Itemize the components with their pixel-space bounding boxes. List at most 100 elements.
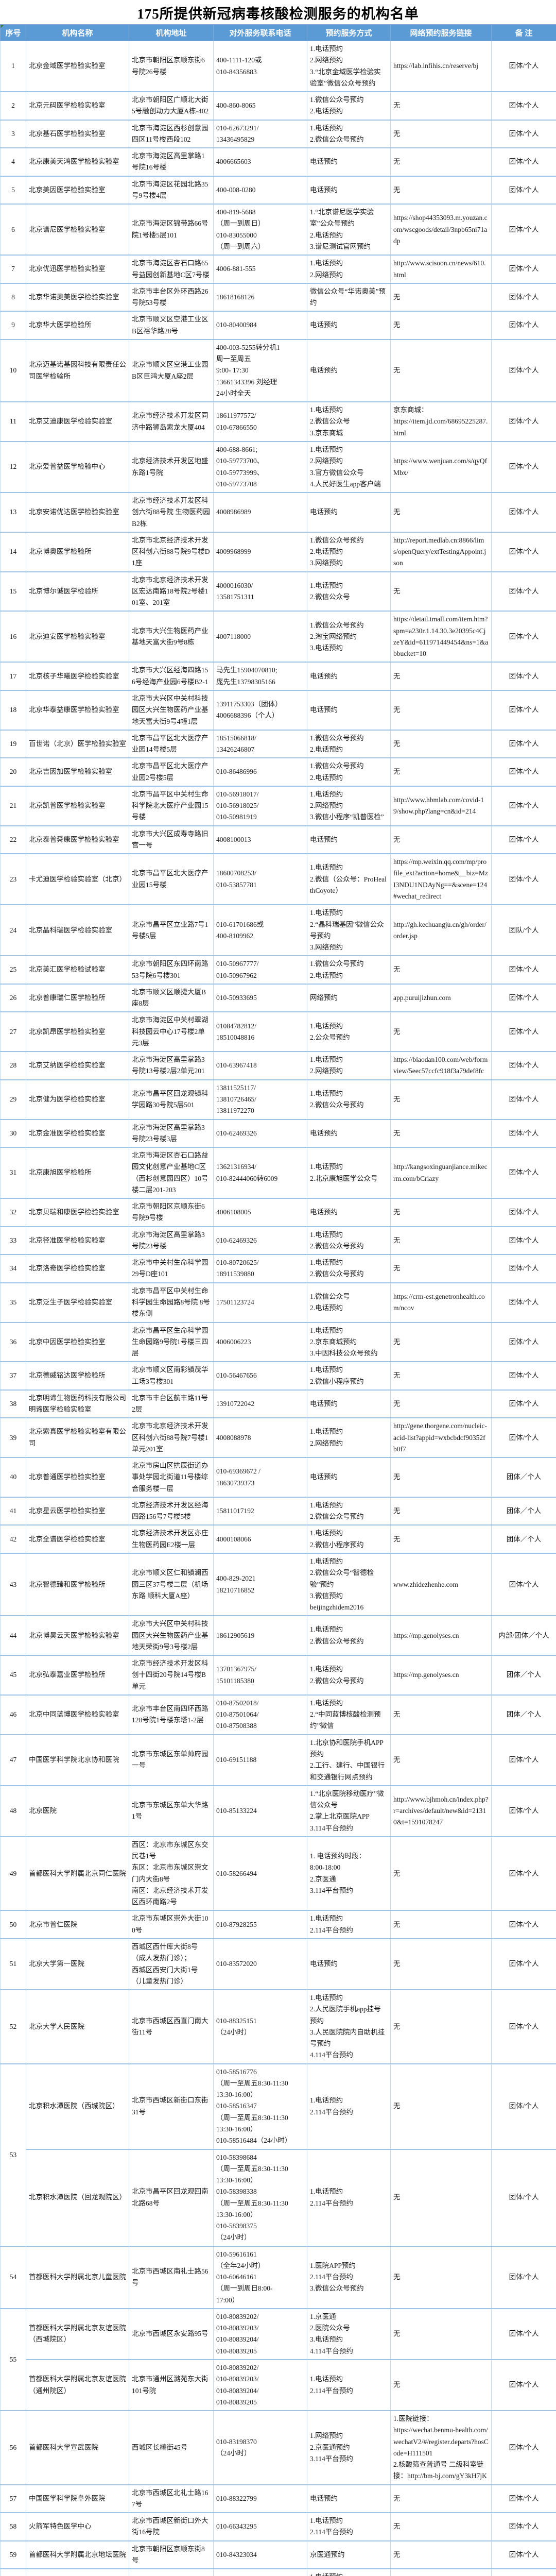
cell-booking: 电话预约: [307, 1198, 391, 1227]
cell-phone: 010-80720625/ 18911539880: [214, 1255, 307, 1283]
cell-remark: 团体／个人: [492, 1458, 556, 1497]
cell-remark: 团体/个人: [492, 1227, 556, 1255]
cell-name: 北京市普仁医院: [26, 1910, 129, 1939]
cell-addr: 北京市通州区潞苑东大街101号院: [129, 2360, 214, 2411]
cell-booking: 1.微信公众号预约 2.淘宝网络预约 3.电话预约: [307, 611, 391, 662]
column-header-phone: 对外服务联系电话: [214, 25, 307, 41]
cell-addr: 北京市朝阳区广顺北大街5号融创动力大厦A栋-402: [129, 92, 214, 120]
cell-remark: 团体/个人: [492, 2541, 556, 2569]
cell-link: 无: [391, 120, 492, 148]
cell-phone: 010-83198370 （24小时）: [214, 2411, 307, 2485]
cell-no: 4: [1, 148, 26, 176]
cell-remark: 团队/个人: [492, 905, 556, 956]
cell-addr: 北京市东城区崇外大街100号: [129, 1910, 214, 1939]
cell-name: 北京优迅医学检验实验室: [26, 255, 129, 283]
cell-phone: 13701367975/ 15101185380: [214, 1655, 307, 1695]
cell-addr: 北京市昌平区北大医疗产业园15号楼: [129, 854, 214, 905]
cell-booking: 1.电话预约 2.114平台预约: [307, 2360, 391, 2411]
cell-link: 无: [391, 1362, 492, 1390]
cell-booking: 1.电话预约 2.微信公众号预约: [307, 1080, 391, 1120]
cell-name: 首都医科大学附属北京同仁医院: [26, 1837, 129, 1911]
cell-no: 3: [1, 120, 26, 148]
cell-phone: 010-80400984: [214, 311, 307, 340]
cell-name: 首都医科大学附属北京儿童医院: [26, 2246, 129, 2309]
cell-no: 10: [1, 340, 26, 402]
cell-no: 1: [1, 41, 26, 92]
cell-name: 北京明谛生物医药科技有限公司明谛医学检验实验室: [26, 1390, 129, 1418]
cell-name: 北京市垂杨柳医院: [26, 2569, 129, 2576]
cell-booking: 1.电话预约 2.微信公众号: [307, 572, 391, 612]
cell-addr: 北京市大兴生物医药产业基地天富大街9号8栋: [129, 611, 214, 662]
cell-addr: 北京市大兴区成寿寺路旧宫一号: [129, 826, 214, 854]
cell-addr: 北京市昌平区立业路7号1号楼5层: [129, 905, 214, 956]
cell-no: 17: [1, 662, 26, 690]
cell-booking: 1.电话预约 2.网络预约: [307, 255, 391, 283]
cell-remark: 团体/个人: [492, 786, 556, 826]
cell-link: https://www.wenjuan.com/s/qyQfMbx/: [391, 442, 492, 493]
cell-no: 2: [1, 92, 26, 120]
cell-phone: 010-85133224: [214, 1786, 307, 1837]
cell-phone: 010-58398684 （周一至周五8:30-11:30 13:30-16:0…: [214, 2149, 307, 2246]
cell-phone: 400-008-0280: [214, 176, 307, 205]
cell-link: www.zhidezhenhe.com: [391, 1553, 492, 1616]
cell-remark: 团体/个人: [492, 532, 556, 572]
cell-phone: 010-59616161 （全年24小时） 010-60646161 （周一到周…: [214, 2246, 307, 2309]
cell-name: 北京径准医学检验实验室: [26, 1227, 129, 1255]
cell-no: 20: [1, 758, 26, 786]
column-header-name: 机构名称: [26, 25, 129, 41]
cell-no: 48: [1, 1786, 26, 1837]
cell-name: 北京艾纳医学检验实验室: [26, 1052, 129, 1080]
cell-no: 19: [1, 730, 26, 758]
cell-name: 北京基石医学检验实验室: [26, 120, 129, 148]
cell-no: 15: [1, 572, 26, 612]
cell-booking: 1.微信公众号预约 2.电话预约: [307, 956, 391, 984]
cell-name: 北京美因医学检验实验室: [26, 176, 129, 205]
cell-addr: 北京市昌平区回龙观镇科学园路30号院5层501: [129, 1080, 214, 1120]
cell-name: 北京洛奇医学检验实验室: [26, 1255, 129, 1283]
cell-no: 51: [1, 1939, 26, 1990]
cell-name: 北京德威铭达医学检验所: [26, 1362, 129, 1390]
cell-booking: 1.网络预约 2.京医通预约 3.114平台预约: [307, 2411, 391, 2485]
institutions-table: 序号 机构名称 机构地址 对外服务联系电话 预约服务方式 网络预约服务链接 备 …: [0, 24, 556, 2576]
cell-phone: 18600708253/ 010-53857781: [214, 854, 307, 905]
cell-phone: 13910722042: [214, 1390, 307, 1418]
cell-name: 中国医学科学院北京协和医院: [26, 1735, 129, 1786]
cell-link: app.puruijizhun.com: [391, 984, 492, 1012]
cell-booking: 1.电话预约 2.114平台预约: [307, 2513, 391, 2541]
cell-remark: 团体/个人: [492, 2246, 556, 2309]
cell-name: 首都医科大学附属北京友谊医院（通州院区）: [26, 2360, 129, 2411]
cell-addr: 北京市海淀区杏石口路65号益园创新基地C区7号楼: [129, 255, 214, 283]
cell-booking: 1.京医通 2.医院公众号 3.电话预约 4.114平台预约: [307, 2309, 391, 2360]
cell-no: 28: [1, 1052, 26, 1080]
cell-link: 无: [391, 1080, 492, 1120]
cell-no: 35: [1, 1283, 26, 1323]
cell-no: 38: [1, 1390, 26, 1418]
cell-link: 无: [391, 2569, 492, 2576]
cell-addr: 北京市丰台区外环西路26号院53号楼: [129, 283, 214, 312]
cell-phone: 010-58266494: [214, 1837, 307, 1911]
cell-no: 29: [1, 1080, 26, 1120]
cell-no: 52: [1, 1990, 26, 2064]
cell-addr: 北京市朝阳区京顺东街6号院9号楼: [129, 1198, 214, 1227]
cell-name: 北京金准医学检验实验室: [26, 1120, 129, 1148]
cell-link: http://kangsoxinguanjiance.mikecrm.com/b…: [391, 1147, 492, 1198]
cell-name: 北京中同蓝博医学检验实验室: [26, 1695, 129, 1735]
cell-remark: 团体/个人: [492, 730, 556, 758]
cell-booking: 1.北京协和医院手机APP预约 2.工行、建行、中国银行和交通银行网点预约: [307, 1735, 391, 1786]
cell-remark: 团体/个人: [492, 1198, 556, 1227]
cell-name: 首都医科大学附属北京地坛医院: [26, 2541, 129, 2569]
cell-phone: 4007118000: [214, 611, 307, 662]
cell-name: 北京艾迪康医学检验实验室: [26, 402, 129, 442]
cell-addr: 北京市昌平区北大医疗产业园14号楼5层: [129, 730, 214, 758]
cell-name: 北京谱尼医学检验实验室: [26, 204, 129, 255]
cell-addr: 北京市海淀区花园北路35号9号楼4层: [129, 176, 214, 205]
cell-name: 北京吉因加医学检验实验室: [26, 758, 129, 786]
